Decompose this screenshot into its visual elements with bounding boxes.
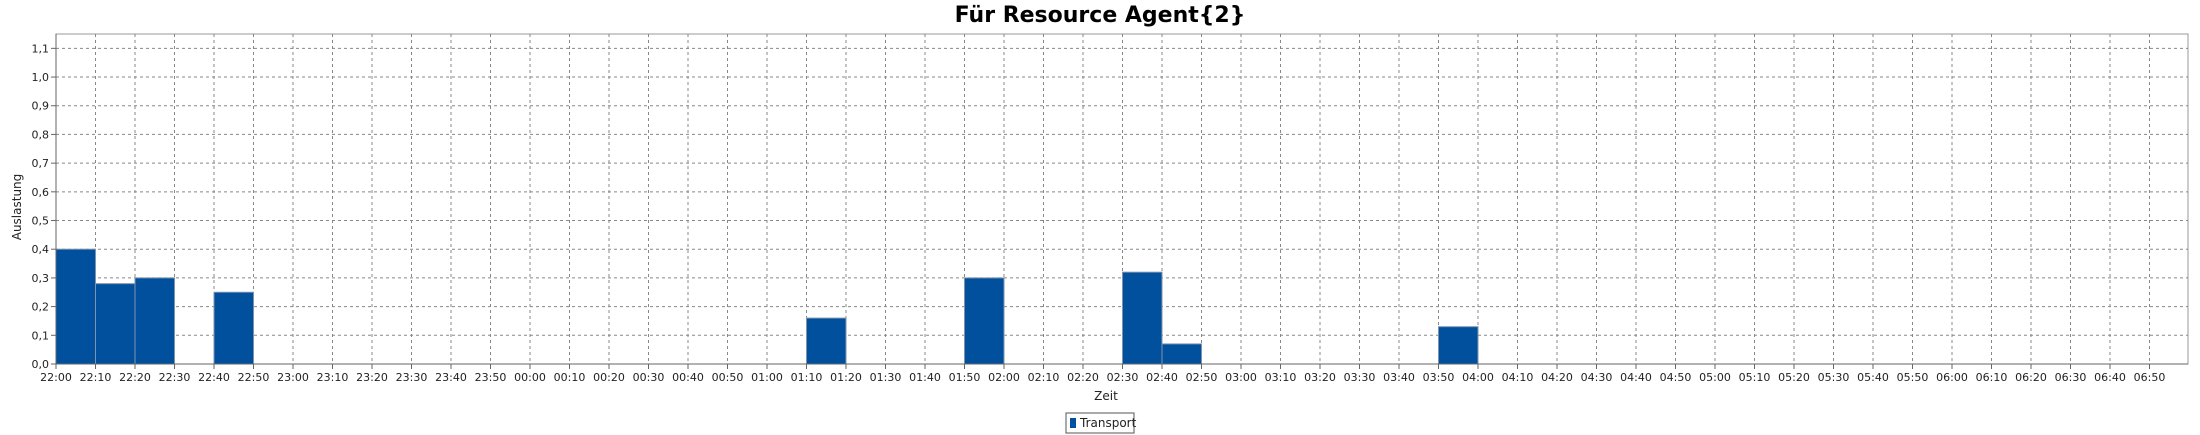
y-tick-label: 0,9 [32,100,50,113]
x-tick-label: 01:00 [751,371,783,384]
x-tick-label: 00:00 [514,371,546,384]
x-tick-label: 04:50 [1660,371,1692,384]
y-tick-label: 0,6 [32,186,50,199]
bar [134,277,175,365]
x-tick-label: 02:50 [1186,371,1218,384]
x-tick-label: 22:10 [80,371,112,384]
x-tick-label: 23:40 [435,371,467,384]
x-tick-label: 02:00 [988,371,1020,384]
x-tick-label: 23:20 [356,371,388,384]
bar [1122,271,1163,365]
x-tick-label: 00:10 [554,371,586,384]
x-tick-label: 05:30 [1818,371,1850,384]
x-tick-label: 22:20 [119,371,151,384]
x-tick-label: 00:30 [633,371,665,384]
x-axis-label: Zeit [1094,389,1118,403]
x-tick-label: 06:40 [2094,371,2126,384]
x-tick-label: 04:00 [1462,371,1494,384]
x-tick-label: 22:50 [238,371,270,384]
x-tick-label: 04:10 [1502,371,1534,384]
legend-swatch [1070,418,1076,428]
x-tick-label: 03:20 [1304,371,1336,384]
y-tick-label: 0,5 [32,215,50,228]
x-tick-label: 02:40 [1146,371,1178,384]
bar [213,291,254,365]
x-tick-label: 00:50 [712,371,744,384]
x-tick-label: 03:30 [1344,371,1376,384]
x-tick-label: 02:30 [1107,371,1139,384]
x-tick-label: 23:50 [475,371,507,384]
y-tick-label: 1,1 [32,42,50,55]
y-tick-label: 0,0 [32,358,50,371]
y-tick-label: 1,0 [32,71,50,84]
x-tick-label: 02:20 [1067,371,1099,384]
x-tick-label: 22:30 [159,371,191,384]
x-tick-label: 05:20 [1778,371,1810,384]
x-tick-label: 01:50 [949,371,981,384]
y-tick-label: 0,8 [32,128,50,141]
x-tick-label: 03:10 [1265,371,1297,384]
legend: Transport [1065,412,1137,434]
x-tick-label: 05:50 [1897,371,1929,384]
bar [1161,343,1202,365]
x-tick-label: 23:00 [277,371,309,384]
x-tick-label: 01:10 [791,371,823,384]
bar [964,277,1005,365]
x-tick-label: 06:10 [1976,371,2008,384]
y-tick-labels: 0,0 0,1 0,2 0,3 0,4 0,5 0,6 0,7 0,8 0,9 1,0 1,1 [32,42,56,371]
y-axis-label: Auslastung [10,174,24,241]
bar [55,248,96,365]
x-tick-label: 06:00 [1936,371,1968,384]
x-tick-labels: 22:00 22:10 22:20 22:30 22:40 22:50 23:00 23:10… [40,364,2165,384]
bar [95,283,136,365]
x-tick-label: 06:50 [2134,371,2166,384]
y-tick-label: 0,3 [32,272,50,285]
x-tick-label: 03:40 [1383,371,1415,384]
x-tick-label: 05:00 [1699,371,1731,384]
x-tick-label: 02:10 [1028,371,1060,384]
grid-lines [56,34,2188,364]
y-tick-label: 0,7 [32,157,50,170]
x-tick-label: 05:40 [1857,371,1889,384]
x-tick-label: 03:00 [1225,371,1257,384]
x-tick-label: 00:20 [593,371,625,384]
x-tick-label: 06:30 [2055,371,2087,384]
x-tick-label: 04:40 [1620,371,1652,384]
x-tick-label: 00:40 [672,371,704,384]
x-tick-label: 23:10 [317,371,349,384]
y-tick-label: 0,4 [32,243,50,256]
x-tick-label: 23:30 [396,371,428,384]
bar [806,317,847,365]
legend-label: Transport [1079,416,1137,430]
x-tick-label: 01:20 [830,371,862,384]
y-tick-label: 0,2 [32,301,50,314]
x-tick-label: 03:50 [1423,371,1455,384]
x-tick-label: 04:30 [1581,371,1613,384]
bars [55,248,1479,365]
x-tick-label: 05:10 [1739,371,1771,384]
x-tick-label: 22:40 [198,371,230,384]
x-tick-label: 06:20 [2015,371,2047,384]
x-tick-label: 04:20 [1541,371,1573,384]
x-tick-label: 22:00 [40,371,72,384]
x-tick-label: 01:30 [870,371,902,384]
bar [1438,326,1479,365]
chart-title: Für Resource Agent{2} [955,3,1246,28]
y-tick-label: 0,1 [32,329,50,342]
x-tick-label: 01:40 [909,371,941,384]
